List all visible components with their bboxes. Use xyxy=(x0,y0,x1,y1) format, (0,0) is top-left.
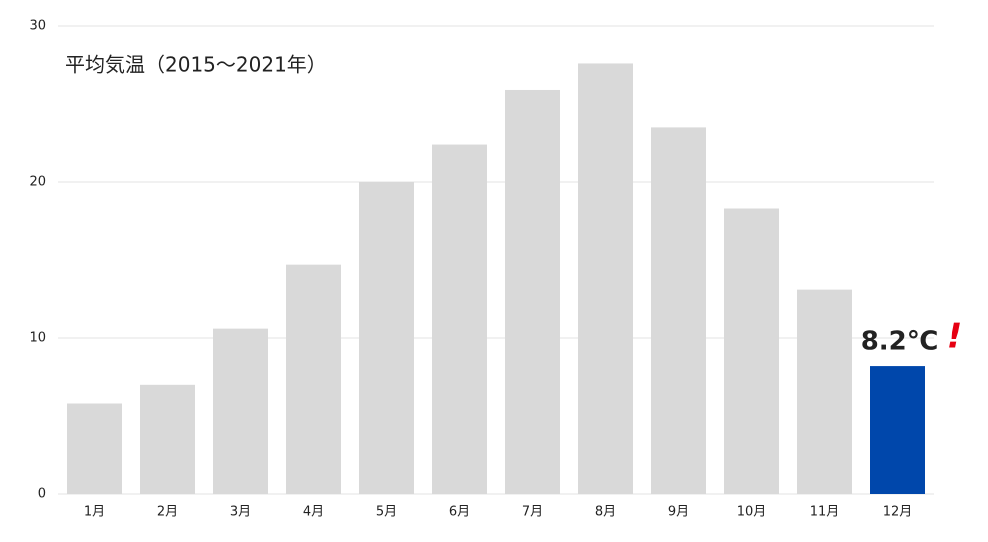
y-tick-label: 0 xyxy=(38,487,46,502)
bar xyxy=(213,328,268,494)
bar xyxy=(286,264,341,494)
bar xyxy=(140,384,195,494)
x-tick-label: 8月 xyxy=(595,505,616,520)
bar xyxy=(724,208,779,494)
x-tick-label: 4月 xyxy=(303,505,324,520)
bar xyxy=(505,89,560,495)
x-tick-label: 7月 xyxy=(522,505,543,520)
x-tick-label: 1月 xyxy=(84,505,105,520)
bar xyxy=(797,289,852,494)
bar xyxy=(359,182,414,494)
x-tick-label: 5月 xyxy=(376,505,397,520)
bar xyxy=(651,127,706,495)
x-tick-label: 10月 xyxy=(737,505,767,520)
chart-title: 平均気温（2015〜2021年） xyxy=(65,53,327,77)
x-tick-label: 2月 xyxy=(157,505,178,520)
bar xyxy=(432,144,487,494)
bar xyxy=(67,403,122,494)
x-tick-label: 12月 xyxy=(883,505,913,520)
x-tick-label: 9月 xyxy=(668,505,689,520)
x-tick-label: 6月 xyxy=(449,505,470,520)
annotation: ! xyxy=(947,317,963,357)
x-tick-label: 11月 xyxy=(810,505,840,520)
bar xyxy=(870,366,925,494)
value-label: 8.2℃ xyxy=(861,327,939,357)
y-tick-label: 30 xyxy=(29,19,46,34)
y-tick-label: 20 xyxy=(29,175,46,190)
y-tick-label: 10 xyxy=(29,331,46,346)
x-tick-label: 3月 xyxy=(230,505,251,520)
bar xyxy=(578,63,633,494)
